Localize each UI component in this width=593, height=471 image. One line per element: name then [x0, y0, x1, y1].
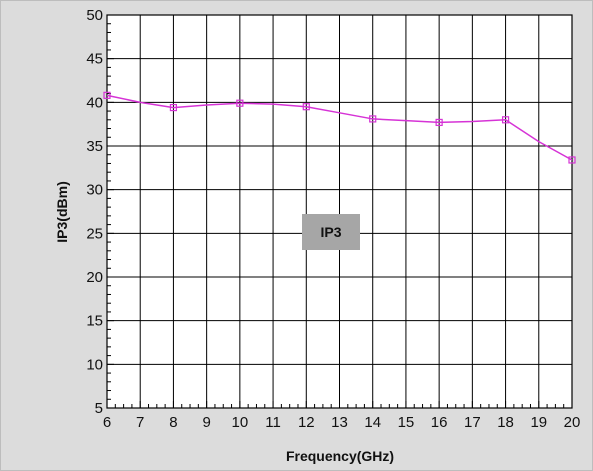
- series-layer: [103, 91, 576, 164]
- data-point-marker: [435, 118, 443, 127]
- data-point-marker: [568, 156, 576, 164]
- y-tick-label: 50: [86, 7, 103, 24]
- data-point-marker: [236, 99, 244, 107]
- x-tick-label: 13: [331, 414, 348, 431]
- series-line-0: [106, 94, 573, 161]
- data-point-marker: [369, 115, 377, 123]
- y-tick-label: 40: [86, 94, 103, 111]
- minor-ticks: [106, 14, 573, 409]
- x-axis-title: Frequency(GHz): [286, 448, 394, 464]
- y-tick-label: 25: [86, 225, 103, 242]
- x-tick-label: 6: [103, 414, 111, 431]
- x-tick-label: 17: [464, 414, 481, 431]
- annotation-label: IP3: [320, 224, 341, 240]
- y-tick-label: 15: [86, 313, 103, 330]
- x-tick-label: 7: [136, 414, 144, 431]
- x-tick-label: 9: [202, 414, 210, 431]
- data-point-marker: [103, 91, 111, 99]
- x-tick-label: 14: [364, 414, 381, 431]
- y-tick-label: 30: [86, 182, 103, 199]
- y-tick-label: 5: [95, 400, 103, 417]
- x-tick-label: 20: [564, 414, 581, 431]
- x-tick-labels: 6 7 8 9 10 11 12 13 14 15 16 17 18 19 20: [103, 414, 581, 431]
- y-tick-label: 20: [86, 269, 103, 286]
- ip3-annotation: IP3: [302, 214, 360, 250]
- x-tick-label: 10: [232, 414, 249, 431]
- x-tick-label: 16: [431, 414, 448, 431]
- y-tick-label: 35: [86, 138, 103, 155]
- y-tick-labels: 5 10 15 20 25 30 35 40 45 50: [86, 7, 103, 417]
- x-tick-label: 15: [398, 414, 415, 431]
- y-tick-label: 45: [86, 51, 103, 68]
- x-tick-label: 12: [298, 414, 315, 431]
- data-point-marker: [169, 103, 178, 112]
- y-axis-title: IP3(dBm): [54, 181, 70, 242]
- data-point-marker: [302, 103, 310, 111]
- plot-border: [106, 14, 573, 409]
- data-point-marker: [501, 116, 510, 124]
- y-tick-label: 10: [86, 356, 103, 373]
- x-tick-label: 8: [169, 414, 177, 431]
- x-tick-label: 11: [265, 414, 281, 431]
- x-tick-label: 18: [497, 414, 514, 431]
- annotation-box: [302, 214, 360, 250]
- x-tick-label: 19: [530, 414, 547, 431]
